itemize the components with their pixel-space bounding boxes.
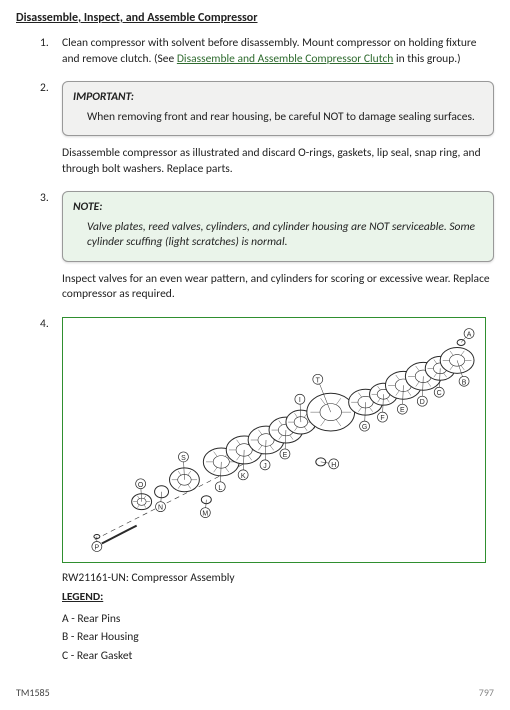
step-list: Clean compressor with solvent before dis… xyxy=(16,36,494,664)
step-1-text-b: in this group.) xyxy=(393,52,460,66)
svg-text:J: J xyxy=(263,463,266,470)
svg-text:H: H xyxy=(331,462,336,469)
svg-text:K: K xyxy=(241,473,246,480)
step-3: NOTE: Valve plates, reed valves, cylinde… xyxy=(62,191,494,303)
note-heading: NOTE: xyxy=(73,200,483,216)
svg-text:L: L xyxy=(218,485,222,492)
svg-text:I: I xyxy=(299,397,301,404)
legend-label: LEGEND: xyxy=(62,590,494,606)
legend-item: A - Rear Pins xyxy=(62,612,494,628)
step-4: P O N S M L K J E I H T G F E D C B A RW21161-UN: Compress… xyxy=(62,317,494,665)
svg-text:O: O xyxy=(138,482,144,489)
link-clutch-procedure[interactable]: Disassemble and Assemble Compressor Clut… xyxy=(177,52,393,66)
note-body: Valve plates, reed valves, cylinders, an… xyxy=(73,220,483,251)
diagram-frame: P O N S M L K J E I H T G F E D C B A xyxy=(62,317,486,563)
note-callout: NOTE: Valve plates, reed valves, cylinde… xyxy=(62,191,494,262)
svg-text:E: E xyxy=(400,407,405,414)
step-1: Clean compressor with solvent before dis… xyxy=(62,36,494,67)
important-heading: IMPORTANT: xyxy=(73,90,483,106)
important-body: When removing front and rear housing, be… xyxy=(73,110,483,126)
footer-right: 797 xyxy=(479,686,494,700)
page-title: Disassemble, Inspect, and Assemble Compr… xyxy=(16,10,494,26)
footer-left: TM1585 xyxy=(16,686,50,700)
svg-text:P: P xyxy=(95,544,100,551)
step-2-after: Disassemble compressor as illustrated an… xyxy=(62,146,494,177)
important-callout: IMPORTANT: When removing front and rear … xyxy=(62,81,494,136)
svg-text:A: A xyxy=(467,331,472,338)
legend-item: C - Rear Gasket xyxy=(62,649,494,665)
step-2: IMPORTANT: When removing front and rear … xyxy=(62,81,494,177)
svg-text:M: M xyxy=(202,510,208,517)
svg-text:S: S xyxy=(181,455,186,462)
svg-text:D: D xyxy=(420,399,425,406)
svg-text:F: F xyxy=(380,415,384,422)
svg-text:T: T xyxy=(316,377,321,384)
compressor-diagram: P O N S M L K J E I H T G F E D C B A xyxy=(67,322,481,558)
page-footer: TM1585 797 xyxy=(16,686,494,700)
svg-text:G: G xyxy=(362,424,367,431)
svg-text:C: C xyxy=(437,390,442,397)
svg-text:B: B xyxy=(462,379,467,386)
step-3-after: Inspect valves for an even wear pattern,… xyxy=(62,272,494,303)
legend-item: B - Rear Housing xyxy=(62,630,494,646)
svg-text:E: E xyxy=(283,452,288,459)
diagram-caption: RW21161-UN: Compressor Assembly xyxy=(62,571,494,587)
svg-text:N: N xyxy=(158,505,163,512)
